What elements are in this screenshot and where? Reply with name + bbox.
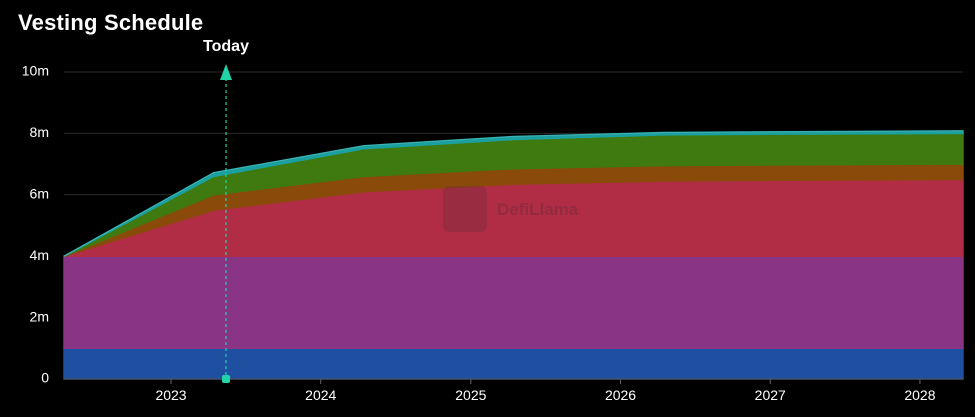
today-marker[interactable]: Today [203, 38, 249, 383]
x-tick-label: 2024 [305, 387, 336, 403]
y-tick-label: 6m [30, 186, 49, 202]
area-series-1[interactable] [63, 347, 964, 380]
area-series-2[interactable] [63, 255, 964, 350]
today-handle[interactable] [222, 375, 231, 383]
x-tick-label: 2028 [904, 387, 935, 403]
axes: 0 2m 4m 6m 8m 10m 2023 2024 2025 2026 2027 2028 [22, 63, 963, 403]
chart-title: Vesting Schedule [18, 10, 204, 35]
stacked-areas[interactable] [63, 130, 964, 380]
x-tick-label: 2023 [155, 387, 186, 403]
y-tick-label: 4m [30, 247, 49, 263]
area-series-6[interactable] [63, 130, 964, 257]
watermark-text: DefiLlama [497, 200, 579, 219]
today-label: Today [203, 38, 249, 55]
area-series-edge [63, 130, 964, 257]
x-tick-label: 2025 [455, 387, 486, 403]
y-tick-label: 10m [22, 63, 49, 79]
defillama-watermark: DefiLlama [443, 186, 579, 232]
arrow-up-icon [220, 64, 233, 80]
x-tick-label: 2027 [755, 387, 786, 403]
y-tick-label: 0 [41, 370, 49, 386]
llama-logo-icon [443, 186, 487, 232]
y-tick-label: 2m [30, 308, 49, 324]
x-tick-label: 2026 [605, 387, 636, 403]
y-tick-label: 8m [30, 124, 49, 140]
